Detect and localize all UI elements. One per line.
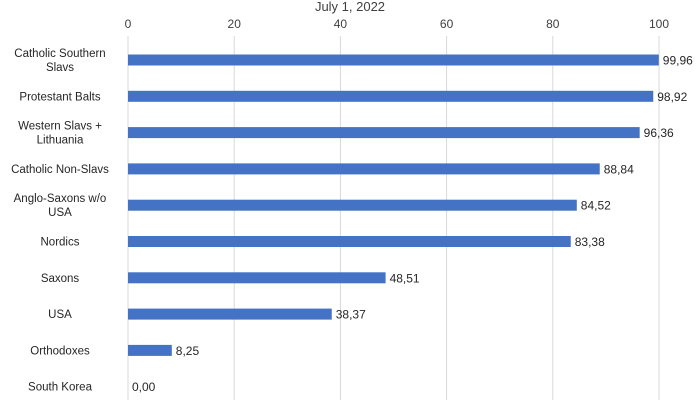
chart-title: July 1, 2022 [315,0,385,14]
data-label: 38,37 [336,308,366,322]
x-tick-label: 40 [334,17,348,31]
data-label: 98,92 [657,90,687,104]
data-label: 48,51 [390,271,420,285]
x-tick-label: 80 [546,17,560,31]
bar [128,236,571,247]
data-label: 99,96 [663,54,693,68]
bar [128,199,577,211]
x-tick-label: 60 [440,17,454,31]
category-label: Saxons [41,273,80,285]
bar [128,54,659,66]
data-label: 84,52 [581,199,611,213]
category-label: Catholic Non-Slavs [11,164,109,176]
category-label: Western Slavs + Lithuania [18,121,102,147]
x-tick-label: 100 [649,17,669,31]
x-axis-ticks: 0 20 40 60 80 100 [125,17,670,31]
data-label: 96,36 [644,126,674,140]
bar [128,90,654,102]
x-tick-label: 20 [228,17,242,31]
data-label: 88,84 [604,162,634,176]
data-label: 8,25 [176,344,200,358]
bar [128,127,640,139]
bar [128,163,600,175]
category-label: Catholic Southern Slavs [14,48,105,74]
category-label: Nordics [41,237,80,249]
data-label: 83,38 [575,235,605,249]
data-label: 0,00 [132,380,156,394]
bar [128,344,172,356]
category-labels: Catholic Southern Slavs Protestant Balts We… [11,48,109,394]
category-label: USA [48,309,72,321]
x-tick-label: 0 [125,17,132,31]
bar [128,308,332,320]
data-labels: 99,96 98,92 96,36 88,84 84,52 83,38 48,51 38,37… [132,54,693,395]
gridlines [127,36,660,400]
category-label: Protestant Balts [19,91,100,103]
bar [128,272,386,284]
category-label: South Korea [28,382,93,394]
category-label: Anglo-Saxons w/o USA [14,193,107,219]
bars [128,54,659,356]
category-label: Orthodoxes [30,345,90,357]
